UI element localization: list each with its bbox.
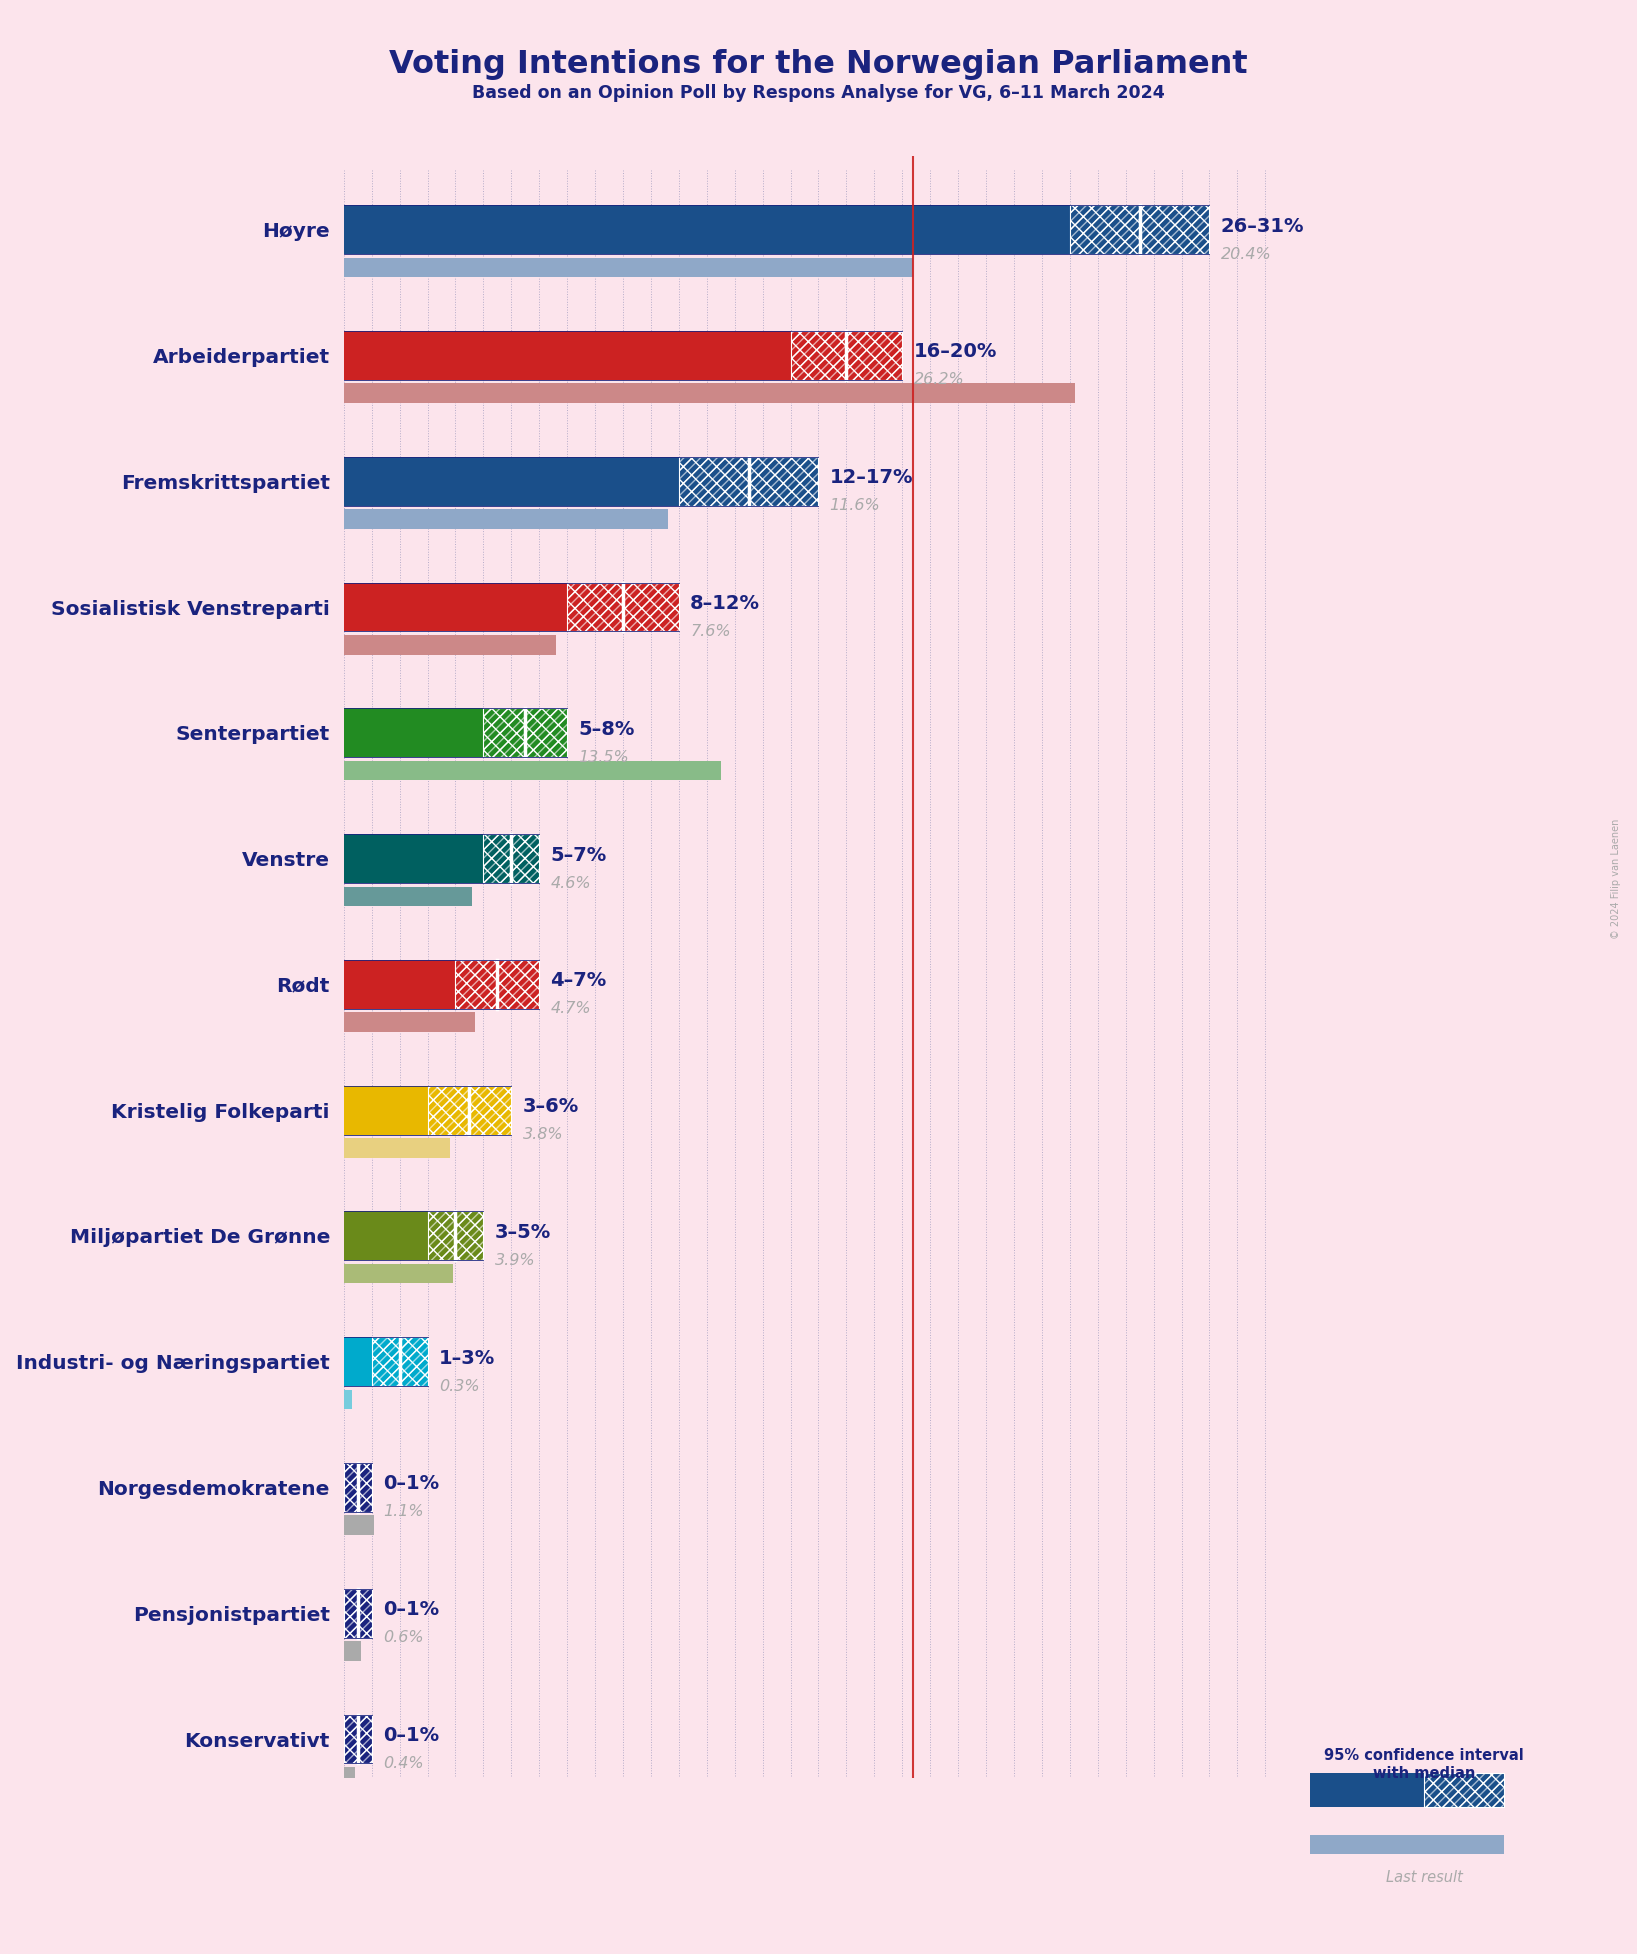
Text: © 2024 Filip van Laenen: © 2024 Filip van Laenen [1611, 819, 1621, 940]
Bar [483, 709, 566, 758]
Bar [427, 1211, 483, 1260]
Bar [344, 1464, 372, 1512]
Bar [1071, 205, 1210, 254]
Text: 4–7%: 4–7% [550, 971, 607, 991]
Bar [1424, 1772, 1504, 1807]
Bar [1310, 1835, 1504, 1854]
Bar [344, 635, 557, 655]
Bar [372, 1337, 427, 1385]
Text: 12–17%: 12–17% [830, 469, 913, 487]
Bar [679, 457, 818, 506]
Text: Based on an Opinion Poll by Respons Analyse for VG, 6–11 March 2024: Based on an Opinion Poll by Respons Anal… [471, 84, 1166, 102]
Bar [566, 582, 679, 631]
Text: 0.3%: 0.3% [439, 1380, 480, 1393]
Text: 3–5%: 3–5% [494, 1223, 550, 1243]
Bar [483, 834, 539, 883]
Text: 11.6%: 11.6% [830, 498, 881, 514]
Bar [344, 959, 455, 1008]
Text: 4.7%: 4.7% [550, 1000, 591, 1016]
Bar [1310, 1772, 1424, 1807]
Bar [427, 1211, 483, 1260]
Bar [344, 1714, 372, 1763]
Bar [483, 834, 539, 883]
Text: 0–1%: 0–1% [383, 1725, 439, 1745]
Bar [344, 383, 1076, 403]
Text: 20.4%: 20.4% [1221, 246, 1272, 262]
Bar [427, 1086, 511, 1135]
Bar [344, 457, 679, 506]
Bar [344, 330, 791, 379]
Text: 0.6%: 0.6% [383, 1630, 424, 1645]
Bar [791, 330, 902, 379]
Bar [483, 709, 566, 758]
Bar [344, 834, 483, 883]
Bar [344, 1464, 372, 1512]
Bar [344, 1714, 372, 1763]
Bar [344, 1264, 453, 1284]
Bar [427, 1086, 511, 1135]
Bar [344, 1086, 427, 1135]
Bar [344, 1464, 372, 1512]
Bar [344, 1589, 372, 1637]
Bar [1071, 205, 1210, 254]
Text: 1.1%: 1.1% [383, 1505, 424, 1520]
Text: 1–3%: 1–3% [439, 1348, 494, 1368]
Bar [372, 1337, 427, 1385]
Text: 0–1%: 0–1% [383, 1475, 439, 1493]
Bar [483, 834, 539, 883]
Bar [344, 760, 720, 780]
Text: 95% confidence interval
with median: 95% confidence interval with median [1324, 1749, 1524, 1780]
Bar [344, 1211, 427, 1260]
Bar [344, 1137, 450, 1157]
Bar [455, 959, 539, 1008]
Bar [566, 582, 679, 631]
Text: 5–8%: 5–8% [578, 719, 635, 739]
Bar [455, 959, 539, 1008]
Bar [344, 1766, 355, 1786]
Text: 0.4%: 0.4% [383, 1757, 424, 1770]
Bar [344, 205, 1071, 254]
Text: 5–7%: 5–7% [550, 846, 607, 864]
Bar [344, 1714, 372, 1763]
Text: 4.6%: 4.6% [550, 875, 591, 891]
Text: 13.5%: 13.5% [578, 750, 629, 764]
Bar [427, 1211, 483, 1260]
Text: Voting Intentions for the Norwegian Parliament: Voting Intentions for the Norwegian Parl… [390, 49, 1247, 80]
Text: 3.8%: 3.8% [522, 1127, 563, 1141]
Bar [791, 330, 902, 379]
Bar [427, 1086, 511, 1135]
Bar [679, 457, 818, 506]
Text: Last result: Last result [1387, 1870, 1462, 1886]
Bar [344, 1589, 372, 1637]
Bar [1071, 205, 1210, 254]
Text: 0–1%: 0–1% [383, 1600, 439, 1620]
Text: 26–31%: 26–31% [1221, 217, 1305, 236]
Bar [344, 1389, 352, 1409]
Bar [344, 1589, 372, 1637]
Bar [679, 457, 818, 506]
Bar [1424, 1772, 1504, 1807]
Bar [344, 1641, 360, 1661]
Bar [344, 582, 566, 631]
Bar [483, 709, 566, 758]
Text: 7.6%: 7.6% [691, 623, 730, 639]
Bar [344, 258, 913, 277]
Bar [1424, 1772, 1504, 1807]
Bar [344, 887, 471, 907]
Bar [344, 709, 483, 758]
Text: 3–6%: 3–6% [522, 1096, 579, 1116]
Bar [344, 510, 668, 530]
Text: 26.2%: 26.2% [913, 373, 964, 387]
Bar [791, 330, 902, 379]
Text: 16–20%: 16–20% [913, 342, 997, 361]
Bar [372, 1337, 427, 1385]
Bar [344, 1012, 475, 1032]
Bar [344, 1516, 375, 1536]
Text: 8–12%: 8–12% [691, 594, 760, 614]
Bar [455, 959, 539, 1008]
Text: 3.9%: 3.9% [494, 1253, 535, 1268]
Bar [566, 582, 679, 631]
Bar [344, 1337, 372, 1385]
